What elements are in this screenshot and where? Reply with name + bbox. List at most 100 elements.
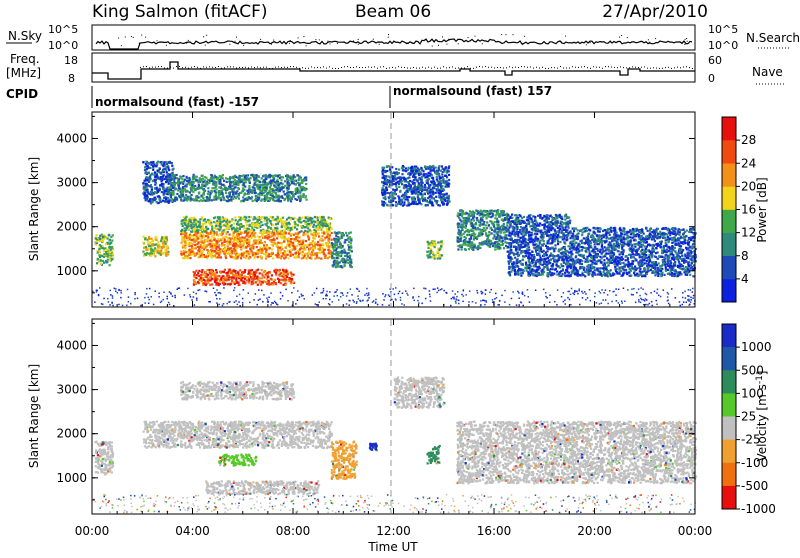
data-cell — [427, 178, 430, 181]
data-cell — [181, 230, 184, 233]
data-cell — [285, 237, 288, 241]
data-cell — [274, 229, 277, 232]
data-cell — [240, 257, 243, 260]
data-cell — [214, 249, 217, 252]
data-cell — [486, 221, 489, 224]
data-cell — [222, 197, 225, 200]
nave-dot — [572, 66, 573, 68]
data-cell — [456, 240, 459, 243]
data-cell — [307, 235, 310, 238]
data-cell — [202, 219, 205, 222]
data-cell — [283, 256, 286, 259]
nave-dot — [575, 66, 576, 68]
data-cell — [381, 192, 384, 195]
data-cell — [277, 247, 280, 251]
data-cell — [435, 202, 438, 205]
data-cell — [432, 204, 435, 207]
data-cell — [237, 253, 241, 256]
data-cell — [238, 236, 242, 240]
data-cell — [276, 252, 280, 255]
data-cell — [415, 165, 418, 168]
data-cell — [259, 231, 262, 234]
data-cell — [383, 170, 386, 173]
data-cell — [217, 197, 220, 200]
data-cell — [234, 242, 238, 245]
data-cell — [457, 231, 460, 235]
data-cell — [264, 174, 268, 177]
data-cell — [214, 185, 217, 188]
data-cell — [204, 221, 208, 224]
data-cell — [318, 251, 321, 254]
data-cell — [493, 230, 496, 233]
data-cell — [207, 281, 210, 284]
data-cell — [462, 212, 466, 215]
data-cell — [232, 226, 235, 229]
data-cell — [174, 196, 177, 199]
data-cell — [505, 244, 508, 247]
data-cell — [384, 180, 387, 183]
data-cell — [315, 256, 318, 259]
data-cell — [441, 175, 444, 179]
data-cell — [234, 280, 237, 283]
data-cell — [217, 284, 220, 287]
data-cell — [294, 176, 297, 179]
nave-dot — [614, 66, 615, 68]
data-cell — [284, 246, 287, 249]
data-cell — [256, 268, 260, 271]
data-cell — [206, 273, 210, 277]
data-cell — [277, 174, 280, 177]
nave-dot — [536, 66, 537, 68]
data-cell — [422, 174, 425, 177]
data-cell — [298, 243, 301, 246]
data-cell — [250, 276, 253, 279]
data-cell — [421, 196, 424, 199]
data-cell — [226, 177, 229, 180]
data-cell — [253, 178, 256, 181]
data-cell — [299, 186, 302, 189]
data-cell — [313, 228, 316, 231]
nave-dot — [587, 67, 588, 69]
data-cell — [406, 198, 409, 201]
data-cell — [251, 173, 254, 177]
data-cell — [272, 174, 275, 177]
data-cell — [145, 197, 149, 200]
data-cell — [248, 192, 251, 195]
data-cell — [204, 244, 207, 247]
data-cell — [428, 190, 431, 193]
data-cell — [385, 186, 388, 189]
data-cell — [98, 254, 101, 257]
data-cell — [224, 282, 227, 285]
data-cell — [185, 224, 188, 227]
data-cell — [415, 170, 418, 173]
data-cell — [287, 226, 290, 229]
data-cell — [437, 241, 440, 244]
data-cell — [330, 231, 333, 235]
data-cell — [198, 191, 201, 194]
data-cell — [328, 245, 331, 248]
data-cell — [279, 274, 282, 277]
data-cell — [331, 257, 334, 260]
data-cell — [403, 203, 406, 206]
data-cell — [219, 256, 223, 259]
data-cell — [506, 241, 509, 244]
data-cell — [199, 199, 203, 202]
data-cell — [259, 255, 262, 258]
data-cell — [400, 195, 404, 198]
nave-dot — [170, 66, 171, 68]
data-cell — [185, 236, 188, 240]
data-cell — [191, 178, 194, 181]
nsearch-dot — [165, 44, 167, 46]
data-cell — [386, 191, 389, 195]
data-cell — [282, 222, 285, 225]
data-cell — [233, 247, 236, 250]
data-cell — [163, 167, 166, 170]
data-cell — [243, 236, 246, 239]
data-cell — [497, 223, 500, 226]
data-cell — [438, 193, 441, 196]
data-cell — [302, 234, 305, 237]
data-cell — [142, 250, 145, 253]
data-cell — [244, 257, 247, 260]
data-cell — [291, 191, 294, 194]
data-cell — [279, 272, 283, 275]
data-cell — [270, 251, 273, 254]
